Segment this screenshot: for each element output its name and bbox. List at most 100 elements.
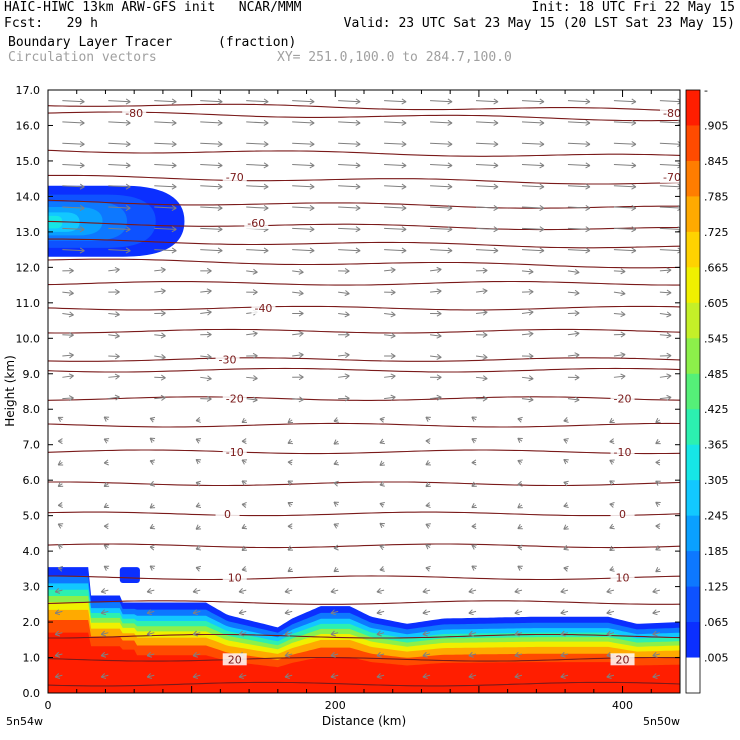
- temperature-contour: [48, 481, 680, 487]
- circulation-vector: [246, 162, 269, 169]
- circulation-vector: [62, 162, 85, 169]
- y-tick-label: 9.0: [23, 368, 41, 381]
- circulation-vector: [476, 119, 499, 126]
- circulation-vector: [54, 630, 63, 637]
- circulation-vector: [468, 609, 477, 616]
- circulation-vector: [425, 481, 431, 488]
- circulation-vector: [100, 651, 109, 658]
- circulation-vector: [425, 523, 431, 529]
- y-tick-label: 15.0: [16, 155, 41, 168]
- circulation-vector: [560, 673, 569, 680]
- circulation-vector: [246, 375, 258, 382]
- circulation-vector: [330, 588, 339, 594]
- circulation-vector: [521, 119, 545, 126]
- colorbar-swatch: [686, 90, 700, 126]
- temperature-contour: [48, 357, 680, 362]
- colorbar-label: .125: [704, 581, 729, 594]
- circulation-vector: [241, 480, 248, 486]
- temperature-contour: [48, 575, 680, 581]
- circulation-vector: [379, 460, 385, 466]
- circulation-vector: [425, 460, 431, 466]
- circulation-vector: [659, 332, 672, 339]
- temperature-contour: [48, 396, 680, 401]
- circulation-vector: [567, 183, 591, 190]
- circulation-vector: [333, 501, 339, 507]
- contour-label: -80: [125, 107, 143, 120]
- circulation-vector: [606, 588, 615, 594]
- model-title: HAIC-HIWC 13km ARW-GFS init NCAR/MMM: [4, 0, 302, 15]
- circulation-vector: [471, 459, 477, 466]
- circulation-vector: [384, 332, 396, 339]
- circulation-vector: [609, 417, 615, 424]
- temperature-contour: [48, 258, 680, 269]
- contour-label: -70: [663, 171, 681, 184]
- circulation-vector: [57, 416, 64, 422]
- y-tick-label: 5.0: [23, 510, 41, 523]
- circulation-vector: [476, 204, 499, 211]
- circulation-vector: [246, 268, 258, 275]
- circulation-vector: [330, 630, 339, 637]
- x-tick-label: 400: [612, 699, 633, 712]
- colorbar-frame: [685, 89, 701, 694]
- circulation-vector: [430, 247, 453, 254]
- circulation-vector: [192, 630, 201, 637]
- circulation-vector: [476, 162, 499, 169]
- circulation-vector: [103, 438, 110, 444]
- circulation-vector: [517, 524, 523, 530]
- circulation-vector: [652, 588, 661, 594]
- circulation-vector: [195, 458, 202, 465]
- y-tick-label: 7.0: [23, 439, 41, 452]
- circulation-vector: [384, 394, 396, 401]
- circulation-vector: [100, 673, 109, 680]
- circulation-vector: [476, 395, 488, 402]
- circulation-vector: [476, 247, 499, 254]
- circulation-vector: [338, 352, 350, 359]
- circulation-vector: [149, 544, 155, 551]
- circulation-vector: [659, 373, 672, 380]
- contour-label-bg: [222, 170, 247, 183]
- circulation-vector: [287, 459, 293, 466]
- tracer-band: [48, 632, 680, 693]
- circulation-vector: [333, 523, 339, 529]
- circulation-vector: [613, 98, 637, 105]
- circulation-vector: [108, 289, 120, 296]
- circulation-vector: [422, 673, 431, 680]
- circulation-vector: [333, 439, 339, 445]
- contour-label: -40: [254, 302, 272, 315]
- circulation-vector: [108, 98, 131, 105]
- circulation-vector: [103, 544, 110, 550]
- circulation-vector: [149, 480, 156, 487]
- contour-label: -20: [614, 393, 632, 406]
- circulation-vector: [560, 630, 569, 637]
- circulation-vector: [659, 352, 672, 359]
- circulation-vector: [154, 288, 166, 295]
- circulation-vector: [238, 588, 247, 594]
- contour-label-bg: [122, 107, 147, 120]
- circulation-vector: [149, 437, 156, 443]
- contour-label: -20: [226, 393, 244, 406]
- circulation-vector: [563, 480, 569, 487]
- circulation-vector: [154, 226, 177, 233]
- colorbar-label: .485: [704, 368, 729, 381]
- circulation-vector: [246, 289, 258, 296]
- circulation-vector: [376, 673, 385, 680]
- circulation-vector: [563, 502, 569, 508]
- circulation-vector: [62, 119, 85, 126]
- circulation-vector: [284, 588, 293, 594]
- tracer-blob: [119, 567, 140, 584]
- colorbar-label: .005: [704, 652, 729, 665]
- circulation-vector: [200, 375, 212, 382]
- colorbar-swatch: [686, 551, 700, 588]
- circulation-vector: [108, 226, 131, 233]
- contour-label: 20: [228, 653, 242, 666]
- circulation-vector: [376, 651, 385, 658]
- circulation-vector: [62, 267, 74, 274]
- circulation-vector: [476, 226, 499, 233]
- circulation-vector: [103, 416, 110, 422]
- circulation-vector: [563, 438, 569, 444]
- circulation-vector: [471, 502, 477, 509]
- circulation-vector: [200, 309, 212, 316]
- circulation-vector: [517, 459, 523, 465]
- circulation-vector: [521, 183, 545, 190]
